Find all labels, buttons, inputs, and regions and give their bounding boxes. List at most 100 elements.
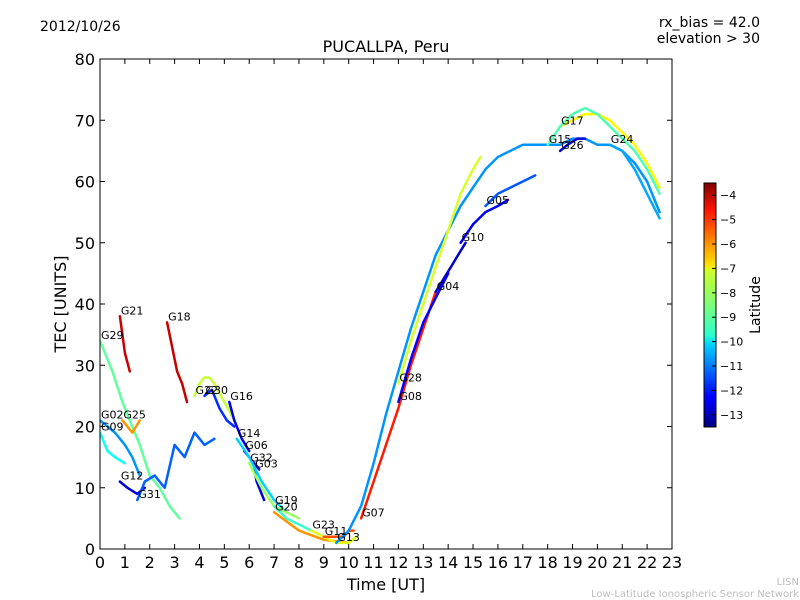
x-tick-label: 13 (413, 553, 433, 572)
series-label-g09: G09 (101, 421, 124, 434)
series-label-g07: G07 (362, 506, 385, 519)
series-g24 (608, 143, 661, 220)
colorbar-label: Latitude (748, 276, 764, 334)
series-g31 (136, 431, 216, 502)
colorbar-ticks: −4 −5 −6 −7 −8 −9 −10 −11 −12 −13 (712, 189, 743, 422)
x-tick-label: 12 (388, 553, 408, 572)
series-label-g11: G11 (325, 525, 348, 538)
y-tick-label: 0 (85, 540, 95, 559)
x-tick-label: 2 (145, 553, 155, 572)
colorbar-tick-label: −12 (720, 384, 743, 397)
x-tick-label: 9 (319, 553, 329, 572)
date-label: 2012/10/26 (40, 19, 121, 35)
series-label-g20: G20 (275, 500, 298, 513)
x-tick-label: 17 (513, 553, 533, 572)
colorbar-tick-label: −9 (720, 311, 736, 324)
series-g26 (558, 137, 587, 153)
series-label-g14: G14 (238, 427, 261, 440)
x-tick-label: 21 (612, 553, 632, 572)
series-label-g12: G12 (121, 470, 144, 483)
plot-frame (99, 58, 673, 550)
series-label-g23: G23 (312, 519, 335, 532)
colorbar-tick-label: −13 (720, 409, 743, 422)
series-g13 (335, 137, 661, 545)
x-tick-label: 16 (488, 553, 508, 572)
series-g16 (228, 400, 251, 453)
series-label-g30: G30 (206, 384, 229, 397)
series-label-g16: G16 (230, 390, 253, 403)
y-tick-label: 60 (75, 173, 95, 192)
series-g14 (235, 437, 288, 514)
series-g08 (397, 272, 450, 404)
series-label-g25: G25 (123, 408, 146, 421)
series-g07 (359, 290, 437, 520)
series-label-g29: G29 (101, 329, 124, 342)
y-tick-label: 40 (75, 295, 95, 314)
series-label-g04: G04 (437, 280, 460, 293)
x-tick-label: 0 (95, 553, 105, 572)
y-tick-label: 20 (75, 418, 95, 437)
series-g04 (434, 241, 467, 294)
series-label-g10: G10 (462, 231, 485, 244)
series-label-g22: G22 (196, 384, 219, 397)
series-g18 (165, 321, 189, 404)
series-label-g03: G03 (255, 457, 278, 470)
series-g30 (203, 388, 236, 428)
colorbar-tick-label: −10 (720, 336, 743, 349)
series-g09 (100, 431, 127, 465)
series-label-g05: G05 (487, 194, 510, 207)
series-g21 (118, 315, 132, 373)
x-tick-label: 14 (438, 553, 458, 572)
series-label-g26: G26 (561, 139, 584, 152)
y-axis-label: TEC [UNITS] (51, 256, 70, 354)
colorbar-tick-label: −4 (720, 189, 736, 202)
series-g17 (558, 112, 661, 189)
y-tick-label: 30 (75, 356, 95, 375)
x-tick-label: 1 (120, 553, 130, 572)
x-tick-label: 11 (363, 553, 383, 572)
x-tick-label: 20 (587, 553, 607, 572)
series-label-g24: G24 (611, 133, 634, 146)
y-tick-label: 10 (75, 479, 95, 498)
x-tick-label: 6 (244, 553, 254, 572)
colorbar-tick-label: −8 (720, 287, 736, 300)
x-tick-label: 8 (294, 553, 304, 572)
series-g15 (546, 106, 661, 196)
series-g28 (397, 155, 482, 385)
series-label-g32: G32 (250, 451, 273, 464)
x-axis-label: Time [UT] (346, 575, 425, 594)
series-g10 (459, 198, 510, 245)
x-axis: 0 1 2 3 4 5 6 7 8 9 10 11 12 13 14 15 16 17 18 19 20 21 22 23 (95, 59, 682, 572)
y-tick-label: 70 (75, 111, 95, 130)
x-tick-label: 22 (637, 553, 657, 572)
x-tick-label: 3 (170, 553, 180, 572)
x-tick-label: 19 (562, 553, 582, 572)
x-tick-label: 18 (537, 553, 557, 572)
series-label-g21: G21 (121, 304, 144, 317)
series-g02 (100, 419, 142, 477)
series-label-g13: G13 (337, 531, 360, 544)
footer-org: LISN (777, 577, 799, 588)
x-tick-label: 7 (269, 553, 279, 572)
series-g29 (100, 339, 181, 520)
x-tick-label: 4 (194, 553, 204, 572)
series-g22 (193, 376, 236, 422)
bias-label: rx_bias = 42.0 (659, 15, 760, 31)
x-tick-label: 10 (339, 553, 359, 572)
series-layer (100, 106, 661, 545)
series-label-g31: G31 (138, 488, 161, 501)
chart-title: PUCALLPA, Peru (323, 37, 450, 56)
colorbar-tick-label: −5 (720, 214, 736, 227)
y-tick-label: 50 (75, 234, 95, 253)
series-label-g08: G08 (399, 390, 422, 403)
series-g25 (121, 419, 142, 434)
x-tick-label: 15 (463, 553, 483, 572)
series-label-g28: G28 (399, 372, 422, 385)
colorbar-tick-label: −6 (720, 238, 736, 251)
series-label-g19: G19 (275, 494, 298, 507)
x-tick-label: 23 (662, 553, 682, 572)
footer-network: Low-Latitude Ionospheric Sensor Network (591, 589, 799, 600)
series-label-g06: G06 (245, 439, 268, 452)
colorbar-tick-label: −11 (720, 360, 743, 373)
